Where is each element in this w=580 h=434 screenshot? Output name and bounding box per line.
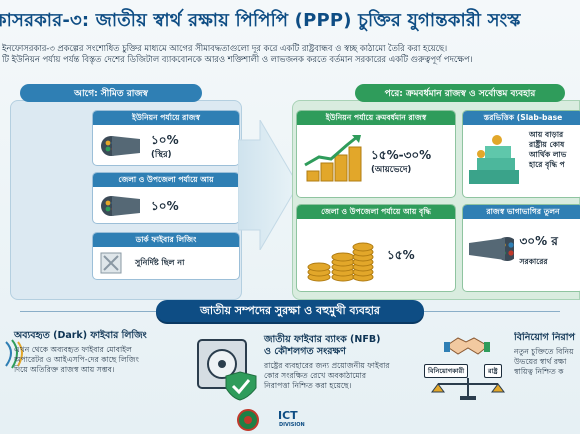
ict-logo-text: ICT	[278, 409, 298, 422]
text-line: নিরাপত্তা নিশ্চিত করা হয়েছে।	[264, 381, 352, 390]
slab-stairs-icon	[469, 135, 519, 184]
benefit-dark-fiber: অব্যবহৃত (Dark) ফাইবার লিজিং এখন থেকে অব…	[14, 330, 179, 375]
revenue-note: (স্থির)	[151, 150, 172, 160]
intro-line: ইনফোসরকার-৩ প্রকল্পের সংশোধিত চুক্তির মা…	[2, 43, 448, 53]
after-card-comparison: রাজস্ব ভাগাভাগির তুলন ৩০% র সরকারের	[462, 204, 580, 292]
intro-text: ইনফোসরকার-৩ প্রকল্পের সংশোধিত চুক্তির মা…	[2, 43, 578, 65]
text-line: হারে বৃদ্ধি প	[529, 160, 565, 169]
before-heading: আগে: সীমিত রাজস্ব	[20, 84, 202, 102]
vault-shield-icon	[197, 339, 257, 401]
text-line: রাষ্ট্রীয় কোষ	[529, 140, 565, 149]
fiber-lines-icon	[5, 339, 23, 369]
page-title: কাসরকার-৩: জাতীয় স্বার্থ রক্ষায় পিপিপি…	[0, 10, 521, 31]
balance-scale-icon	[431, 378, 505, 400]
benefit-text: নতুন চুক্তিতে বিনিয় উভয়ের স্বার্থ রক্ষ…	[514, 347, 580, 377]
after-card-slab: স্তরভিত্তিক (Slab-base আয় বাড়ার রাষ্ট্…	[462, 110, 580, 198]
fiber-cable-icon	[469, 237, 514, 261]
benefit-text: এখন থেকে অব্যবহৃত ফাইবার মোবাইল অপারেটর …	[14, 345, 179, 375]
text-line: রাষ্ট্রের ব্যবহারের জন্য প্রয়োজনীয় ফাই…	[264, 361, 390, 370]
state-label: রাষ্ট্র	[484, 364, 502, 378]
growth-coins-icon	[304, 135, 362, 182]
government-seal-icon	[237, 409, 259, 431]
fiber-cable-icon	[101, 135, 140, 156]
card-title: রাজস্ব ভাগাভাগির তুলন	[463, 205, 580, 219]
benefit-text: রাষ্ট্রের ব্যবহারের জন্য প্রয়োজনীয় ফাই…	[264, 361, 414, 391]
revenue-value: ১৫%-৩০%	[371, 147, 432, 162]
after-heading: পরে: ক্রমবর্ধমান রাজস্ব ও সর্বোত্তম ব্যব…	[355, 84, 565, 102]
revenue-value: ১৫%	[387, 247, 415, 262]
status-note: সুনির্দিষ্ট ছিল না	[135, 257, 185, 267]
benefit-title: জাতীয় ফাইবার ব্যাংক (NFB)	[264, 334, 381, 345]
transition-arrow-icon	[238, 120, 299, 250]
before-card-union: ইউনিয়ন পর্যায়ে রাজস্ব ১০% (স্থির)	[92, 110, 240, 166]
card-title: ইউনিয়ন পর্যায়ে ক্রমবর্ধমান রাজস্ব	[297, 111, 455, 125]
card-title: ডার্ক ফাইবার লিজিং	[93, 233, 239, 247]
coin-stack-icon	[307, 242, 374, 282]
investor-label: বিনিয়োগকারী	[424, 364, 469, 378]
before-card-district: জেলা ও উপজেলা পর্যায়ে আয় ১০%	[92, 172, 240, 224]
benefit-fiber-bank: জাতীয় ফাইবার ব্যাংক (NFB) ও কৌশলগত সংরক…	[264, 334, 414, 391]
ict-logo-subtext: DIVISION	[279, 422, 305, 428]
text-line: নতুন চুক্তিতে বিনিয়	[514, 347, 574, 356]
crossed-box-icon	[100, 252, 122, 274]
benefit-title: বিনিয়োগ নিরাপ	[514, 332, 575, 343]
revenue-value: ১০%	[151, 133, 179, 147]
text-line: আর্থিক লাভ	[529, 150, 567, 159]
card-title: জেলা ও উপজেলা পর্যায়ে আয়	[93, 173, 239, 187]
card-title: স্তরভিত্তিক (Slab-base	[463, 111, 580, 125]
text-line: এখন থেকে অব্যবহৃত ফাইবার মোবাইল	[14, 345, 132, 354]
text-line: কোর সংরক্ষিত রেখে অবকাঠামোর	[264, 371, 367, 380]
revenue-value: ১০%	[151, 198, 179, 213]
revenue-value: ৩০% র	[519, 234, 558, 248]
handshake-icon	[444, 337, 490, 355]
text-line: আয় বাড়ার	[529, 130, 564, 139]
section-ribbon: জাতীয় সম্পদের সুরক্ষা ও বহুমুখী ব্যবহার	[156, 300, 424, 322]
text-line: উভয়ের স্বার্থ রক্ষা	[514, 357, 567, 366]
investment-illustration: বিনিয়োগকারী রাষ্ট্র	[424, 332, 514, 402]
benefit-investment: বিনিয়োগ নিরাপ নতুন চুক্তিতে বিনিয় উভয়…	[514, 332, 580, 377]
text-line: স্বায়িত্ব নিশ্চিত ক	[514, 367, 564, 376]
text-line: দিয়ে অতিরিক্ত রাজস্ব আয় সম্ভব।	[14, 365, 115, 374]
slab-description: আয় বাড়ার রাষ্ট্রীয় কোষ আর্থিক লাভ হার…	[529, 130, 566, 190]
revenue-note: সরকারের	[519, 257, 548, 266]
benefit-title: অব্যবহৃত (Dark) ফাইবার লিজিং	[14, 330, 147, 341]
benefit-title-line2: ও কৌশলগত সংরক্ষণ	[264, 346, 346, 357]
text-line: অপারেটর ও আইএসপি-দের কাছে লিজিং	[14, 355, 139, 364]
card-title: ইউনিয়ন পর্যায়ে রাজস্ব	[93, 111, 239, 125]
intro-line: টি ইউনিয়ন পর্যায় পর্যন্ত বিস্তৃত দেশের…	[2, 54, 473, 64]
before-card-dark-fiber: ডার্ক ফাইবার লিজিং সুনির্দিষ্ট ছিল না	[92, 232, 240, 280]
fiber-cable-icon	[101, 196, 140, 216]
after-card-union: ইউনিয়ন পর্যায়ে ক্রমবর্ধমান রাজস্ব ১৫%-…	[296, 110, 456, 198]
after-card-district: জেলা ও উপজেলা পর্যায়ে আয় বৃদ্ধি ১৫%	[296, 204, 456, 292]
revenue-note: (আয়ভেদে)	[371, 164, 412, 175]
card-title: জেলা ও উপজেলা পর্যায়ে আয় বৃদ্ধি	[297, 205, 455, 219]
